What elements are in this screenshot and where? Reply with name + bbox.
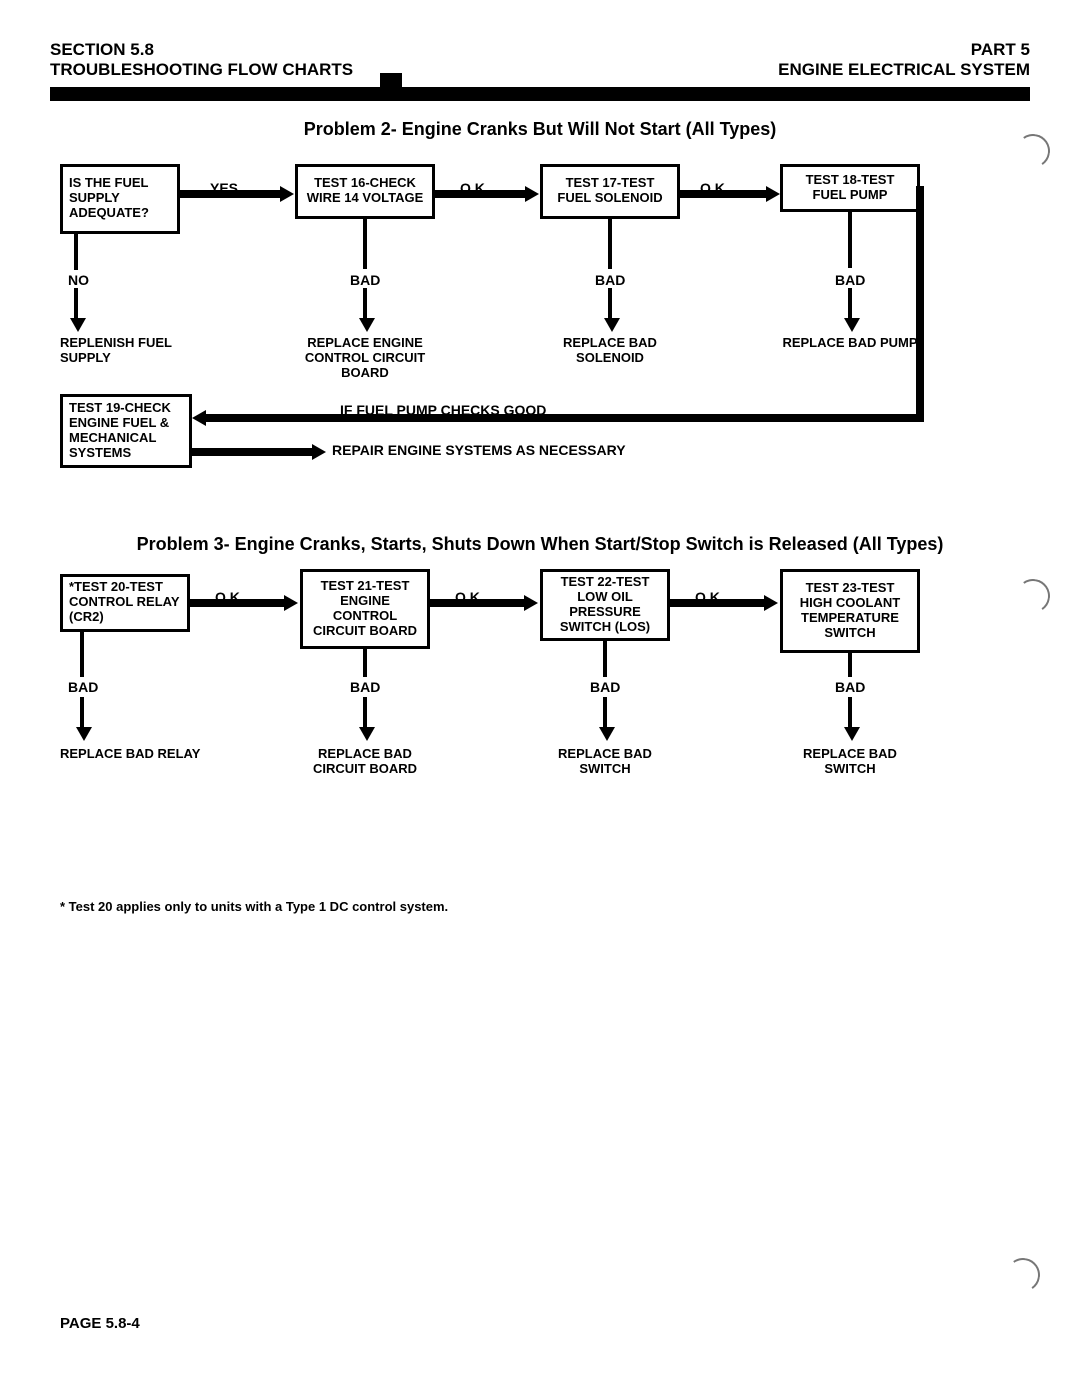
action-replace-circuit-board-2: REPLACE BAD CIRCUIT BOARD [295,747,435,777]
page-header: SECTION 5.8 TROUBLESHOOTING FLOW CHARTS … [50,40,1030,81]
problem3-title: Problem 3- Engine Cranks, Starts, Shuts … [50,534,1030,555]
page-number: PAGE 5.8-4 [60,1315,140,1332]
section-number: SECTION 5.8 [50,40,353,60]
page-curl-mark-2 [1013,576,1052,615]
label-bad-2: BAD [595,272,625,288]
label-ok-1: O.K. [460,180,489,196]
label-yes: YES [210,180,238,196]
page-curl-mark-3 [1003,1255,1042,1294]
node-test-19: TEST 19-CHECK ENGINE FUEL & MECHANICAL S… [60,394,192,468]
label-no: NO [68,272,89,288]
node-test-17: TEST 17-TEST FUEL SOLENOID [540,164,680,219]
node-test-16: TEST 16-CHECK WIRE 14 VOLTAGE [295,164,435,219]
action-replace-relay: REPLACE BAD RELAY [60,747,220,762]
label-bad-1: BAD [350,272,380,288]
node-test-20: *TEST 20-TEST CONTROL RELAY (CR2) [60,574,190,632]
label-ok-5: O.K. [695,589,724,605]
node-test-23: TEST 23-TEST HIGH COOLANT TEMPERATURE SW… [780,569,920,653]
label-ok-3: O.K. [215,589,244,605]
problem2-title: Problem 2- Engine Cranks But Will Not St… [50,119,1030,140]
label-bad-4: BAD [68,679,98,695]
part-number: PART 5 [778,40,1030,60]
action-replace-pump: REPLACE BAD PUMP [780,336,920,351]
label-bad-5: BAD [350,679,380,695]
label-if-pump-good: IF FUEL PUMP CHECKS GOOD [340,402,546,418]
footnote: * Test 20 applies only to units with a T… [60,899,1030,914]
part-title: ENGINE ELECTRICAL SYSTEM [778,60,1030,80]
label-bad-6: BAD [590,679,620,695]
action-replenish-fuel: REPLENISH FUEL SUPPLY [60,336,190,366]
header-right: PART 5 ENGINE ELECTRICAL SYSTEM [778,40,1030,81]
section-title: TROUBLESHOOTING FLOW CHARTS [50,60,353,80]
header-divider [50,87,1030,101]
label-repair-engine: REPAIR ENGINE SYSTEMS AS NECESSARY [332,442,626,458]
problem2-chart: IS THE FUEL SUPPLY ADEQUATE? TEST 16-CHE… [60,154,1020,494]
action-replace-solenoid: REPLACE BAD SOLENOID [540,336,680,366]
action-replace-circuit-board: REPLACE ENGINE CONTROL CIRCUIT BOARD [295,336,435,381]
header-left: SECTION 5.8 TROUBLESHOOTING FLOW CHARTS [50,40,353,81]
node-fuel-supply-adequate: IS THE FUEL SUPPLY ADEQUATE? [60,164,180,234]
problem3-chart: *TEST 20-TEST CONTROL RELAY (CR2) TEST 2… [60,569,1020,809]
label-bad-3: BAD [835,272,865,288]
label-bad-7: BAD [835,679,865,695]
label-ok-2: O.K. [700,180,729,196]
node-test-18: TEST 18-TEST FUEL PUMP [780,164,920,212]
action-replace-switch-1: REPLACE BAD SWITCH [535,747,675,777]
node-test-21: TEST 21-TEST ENGINE CONTROL CIRCUIT BOAR… [300,569,430,649]
node-test-22: TEST 22-TEST LOW OIL PRESSURE SWITCH (LO… [540,569,670,641]
label-ok-4: O.K. [455,589,484,605]
action-replace-switch-2: REPLACE BAD SWITCH [780,747,920,777]
